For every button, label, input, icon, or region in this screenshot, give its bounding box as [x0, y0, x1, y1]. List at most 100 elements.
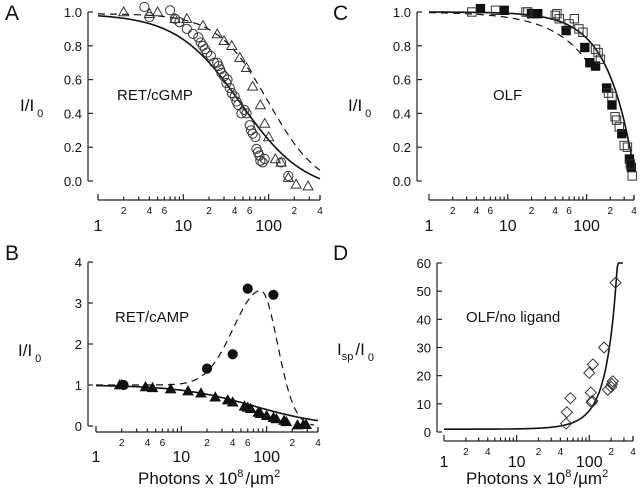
y-tick-label: 1.0	[393, 5, 411, 20]
y-axis-label-c-sub: 0	[365, 108, 371, 120]
x-minor-tick-label: 6	[162, 206, 168, 217]
filled-circle-point	[242, 283, 253, 294]
x-axis-c: 2 4 6 2 4 6 2 41 10 100	[425, 194, 637, 235]
filled-triangle-point	[300, 418, 312, 430]
x-minor-tick-label: 4	[630, 447, 636, 458]
y-tick-label: 40	[417, 312, 431, 327]
filled-triangle-point	[260, 409, 273, 420]
open-square-point	[590, 44, 601, 54]
open-diamond-point	[586, 394, 599, 408]
open-square-point	[595, 54, 606, 65]
series-square-filled	[475, 3, 637, 173]
marks-c	[467, 3, 637, 181]
open-square-point	[619, 140, 629, 151]
y-axis-label-d-rest-sub: 0	[368, 352, 374, 364]
y-axis-label-a: I/I 0	[20, 96, 43, 120]
filled-square-point	[590, 61, 601, 71]
x-minor-tick-label: 4	[230, 438, 236, 449]
open-circle-point	[254, 150, 265, 161]
x-minor-tick-label: 6	[488, 206, 494, 217]
series-circle-open	[139, 1, 294, 182]
open-circle-point	[181, 23, 192, 34]
open-square-point	[610, 112, 620, 122]
y-axis-label-d-rest: /I	[355, 340, 364, 359]
x-minor-tick-label: 4	[315, 438, 321, 449]
x-minor-tick-label: 4	[558, 447, 564, 458]
open-square-point	[625, 159, 636, 169]
x-decade-tick-label: 1	[92, 449, 101, 466]
open-square-point	[523, 7, 533, 17]
fits-d	[444, 262, 623, 430]
open-triangle-point	[240, 61, 253, 73]
dashed-fit-curve	[96, 290, 315, 426]
x-minor-tick-label: 2	[206, 206, 212, 217]
open-circle-point	[205, 50, 216, 62]
open-diamond-point	[585, 396, 598, 409]
y-tick-label: 4	[75, 255, 82, 270]
x-axis-label-b-unit-sup: 2	[274, 468, 280, 480]
y-axis-label-b-main: I/I	[18, 341, 32, 360]
open-circle-point	[226, 88, 237, 99]
y-tick-label: 20	[417, 369, 431, 384]
filled-square-point	[580, 42, 590, 53]
open-circle-point	[241, 108, 252, 119]
x-axis-label-b: Photons x 108/µm2	[138, 468, 280, 488]
open-square-point	[614, 122, 624, 132]
open-circle-point	[165, 5, 176, 16]
open-diamond-point	[559, 417, 573, 430]
open-square-point	[490, 5, 501, 16]
x-axis-label-b-sup: 8	[237, 468, 243, 480]
panel-letter-a: A	[5, 2, 19, 25]
x-minor-tick-label: 4	[552, 206, 558, 217]
x-minor-tick-label: 2	[204, 438, 210, 449]
open-diamond-point	[564, 391, 577, 405]
filled-triangle-point	[226, 396, 239, 407]
inset-label-c: OLF	[493, 87, 522, 104]
open-circle-point	[229, 91, 240, 102]
open-diamond-point	[606, 375, 619, 388]
inset-label-d: OLF/no ligand	[466, 309, 560, 326]
open-triangle-point	[211, 27, 224, 39]
x-axis-label-d-unit: /µm	[573, 469, 602, 488]
y-tick-label: 0.6	[393, 73, 411, 88]
x-axis-label-d-sup: 8	[565, 468, 571, 480]
x-minor-tick-label: 4	[631, 206, 637, 217]
filled-triangle-point	[280, 415, 293, 427]
x-minor-tick-label: 2	[290, 438, 296, 449]
filled-triangle-point	[195, 387, 207, 398]
x-minor-tick-label: 2	[450, 206, 456, 217]
open-triangle-point	[180, 12, 193, 24]
open-square-point	[607, 91, 617, 102]
panel-letter-c: C	[333, 2, 348, 25]
open-circle-point	[216, 67, 227, 78]
x-axis-label-b-unit: /µm	[245, 469, 274, 488]
x-minor-tick-label: 6	[245, 438, 251, 449]
open-diamond-point	[586, 358, 600, 371]
open-square-point	[603, 88, 614, 98]
x-decade-tick-label: 100	[255, 218, 282, 235]
x-minor-tick-label: 4	[232, 206, 238, 217]
y-axis-label-b-sub: 0	[35, 353, 41, 365]
x-minor-tick-label: 2	[119, 438, 125, 449]
filled-triangle-point	[254, 407, 267, 418]
open-square-point	[564, 19, 574, 29]
x-minor-tick-label: 2	[536, 447, 542, 458]
open-circle-point	[218, 71, 230, 82]
y-tick-label: 0.2	[64, 140, 82, 155]
y-tick-label: 0.8	[64, 39, 82, 54]
open-square-point	[622, 142, 633, 152]
open-triangle-point	[246, 80, 259, 91]
open-circle-point	[250, 131, 261, 143]
x-minor-tick-label: 2	[608, 206, 614, 217]
open-circle-point	[197, 40, 209, 51]
open-square-point	[593, 47, 603, 58]
open-triangle-point	[302, 180, 314, 191]
fits-b	[96, 290, 319, 426]
open-triangle-point	[233, 51, 246, 62]
y-axis-c: 0.0 0.2 0.4 0.6 0.8 1.0	[393, 5, 422, 189]
x-minor-tick-label: 4	[474, 206, 480, 217]
x-decade-tick-label: 100	[253, 449, 280, 466]
filled-square-point	[617, 128, 627, 139]
y-axis-label-d-sub: sp	[342, 351, 354, 363]
